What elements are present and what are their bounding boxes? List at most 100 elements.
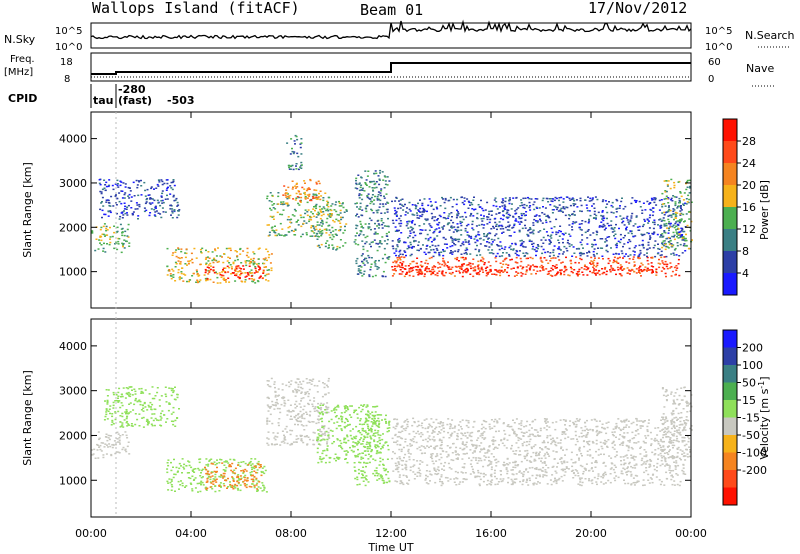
data-cell <box>691 239 693 241</box>
data-cell <box>166 418 169 420</box>
data-cell <box>572 477 575 479</box>
data-cell <box>498 206 501 208</box>
data-cell <box>187 260 190 263</box>
data-cell <box>304 191 306 194</box>
data-cell <box>396 480 399 483</box>
data-cell <box>236 476 239 479</box>
data-cell <box>468 262 471 264</box>
data-cell <box>646 232 649 234</box>
data-cell <box>579 199 582 202</box>
data-cell <box>327 436 330 438</box>
data-cell <box>124 431 127 433</box>
data-cell <box>502 252 504 254</box>
data-cell <box>522 206 525 209</box>
data-cell <box>474 236 477 238</box>
data-cell <box>433 265 436 267</box>
data-cell <box>378 183 381 186</box>
data-cell <box>409 254 412 257</box>
data-cell <box>664 243 667 246</box>
data-cell <box>622 257 624 259</box>
data-cell <box>313 397 316 399</box>
data-cell <box>572 221 575 223</box>
data-cell <box>655 270 658 273</box>
data-cell <box>628 239 631 241</box>
data-cell <box>512 197 515 199</box>
data-cell <box>420 232 423 235</box>
data-cell <box>222 270 225 272</box>
data-cell <box>363 190 366 192</box>
data-cell <box>398 217 401 220</box>
data-cell <box>160 200 163 202</box>
data-cell <box>326 217 329 220</box>
data-cell <box>543 213 546 215</box>
data-cell <box>177 269 180 271</box>
data-cell <box>457 429 460 431</box>
data-cell <box>283 405 286 407</box>
data-cell <box>288 197 291 199</box>
data-cell <box>277 192 280 194</box>
data-cell <box>615 246 618 249</box>
data-cell <box>413 239 416 242</box>
data-cell <box>370 431 373 433</box>
data-cell <box>295 135 298 138</box>
data-cell <box>488 271 491 273</box>
data-cell <box>372 180 375 183</box>
data-cell <box>411 229 414 231</box>
data-cell <box>668 229 670 232</box>
data-cell <box>135 179 138 182</box>
data-cell <box>300 391 303 393</box>
data-cell <box>391 219 394 222</box>
data-cell <box>556 272 559 274</box>
data-cell <box>385 468 388 470</box>
data-cell <box>117 395 120 397</box>
data-cell <box>414 234 417 237</box>
data-cell <box>157 419 160 422</box>
data-cell <box>217 247 219 249</box>
data-cell <box>455 458 458 460</box>
data-cell <box>222 269 224 271</box>
data-cell <box>205 481 208 483</box>
data-cell <box>170 420 173 422</box>
data-cell <box>651 271 654 273</box>
data-cell <box>185 252 188 255</box>
data-cell <box>601 210 604 212</box>
data-cell <box>358 189 361 192</box>
data-cell <box>150 417 153 419</box>
data-cell <box>413 223 416 226</box>
data-cell <box>367 254 370 257</box>
data-cell <box>664 191 667 193</box>
data-cell <box>277 195 280 198</box>
data-cell <box>262 258 265 260</box>
data-cell <box>409 232 412 234</box>
data-cell <box>426 262 429 265</box>
data-cell <box>327 431 330 434</box>
colorbar-tick-label: 16 <box>742 201 756 214</box>
data-cell <box>517 272 520 274</box>
data-cell <box>587 222 590 224</box>
data-cell <box>318 443 321 445</box>
data-cell <box>455 258 458 261</box>
data-cell <box>361 476 364 479</box>
data-cell <box>309 410 312 413</box>
data-cell <box>320 435 323 437</box>
data-cell <box>255 471 258 474</box>
data-cell <box>574 203 577 205</box>
data-cell <box>285 196 288 198</box>
data-cell <box>166 198 169 200</box>
data-cell <box>454 250 457 252</box>
data-cell <box>106 444 108 446</box>
data-cell <box>488 246 491 248</box>
data-cell <box>194 468 197 470</box>
data-cell <box>359 220 362 223</box>
data-cell <box>355 425 358 428</box>
data-cell <box>111 415 114 418</box>
data-cell <box>323 207 326 210</box>
data-cell <box>403 241 406 243</box>
data-cell <box>397 264 400 266</box>
data-cell <box>237 461 240 464</box>
data-cell <box>370 428 373 431</box>
data-cell <box>319 430 322 432</box>
data-cell <box>371 201 374 203</box>
data-cell <box>102 247 105 250</box>
data-cell <box>254 266 257 268</box>
